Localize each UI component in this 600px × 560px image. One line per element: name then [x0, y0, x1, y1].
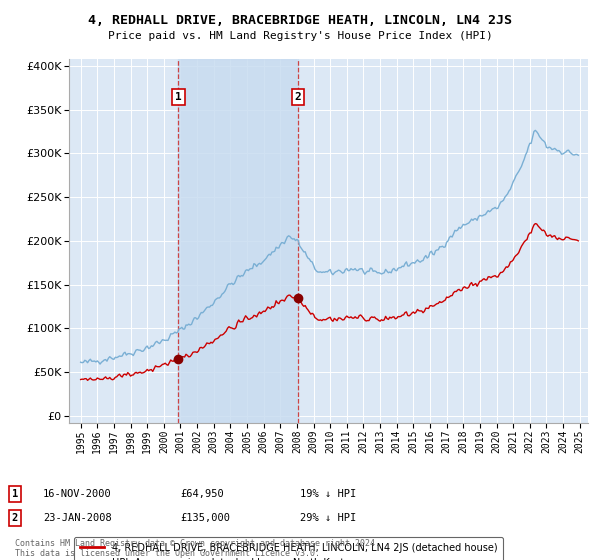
Text: 23-JAN-2008: 23-JAN-2008 — [43, 513, 112, 523]
Text: £135,000: £135,000 — [180, 513, 230, 523]
Text: This data is licensed under the Open Government Licence v3.0.: This data is licensed under the Open Gov… — [15, 549, 320, 558]
Text: 29% ↓ HPI: 29% ↓ HPI — [300, 513, 356, 523]
Text: 16-NOV-2000: 16-NOV-2000 — [43, 489, 112, 499]
Text: 1: 1 — [12, 489, 18, 499]
Text: Contains HM Land Registry data © Crown copyright and database right 2024.: Contains HM Land Registry data © Crown c… — [15, 539, 380, 548]
Text: 19% ↓ HPI: 19% ↓ HPI — [300, 489, 356, 499]
Text: 1: 1 — [175, 92, 182, 102]
Text: 2: 2 — [12, 513, 18, 523]
Text: 2: 2 — [295, 92, 301, 102]
Text: £64,950: £64,950 — [180, 489, 224, 499]
Bar — [178, 59, 298, 423]
Text: Price paid vs. HM Land Registry's House Price Index (HPI): Price paid vs. HM Land Registry's House … — [107, 31, 493, 41]
Legend: 4, REDHALL DRIVE, BRACEBRIDGE HEATH, LINCOLN, LN4 2JS (detached house), HPI: Ave: 4, REDHALL DRIVE, BRACEBRIDGE HEATH, LIN… — [74, 537, 503, 560]
Text: 4, REDHALL DRIVE, BRACEBRIDGE HEATH, LINCOLN, LN4 2JS: 4, REDHALL DRIVE, BRACEBRIDGE HEATH, LIN… — [88, 14, 512, 27]
